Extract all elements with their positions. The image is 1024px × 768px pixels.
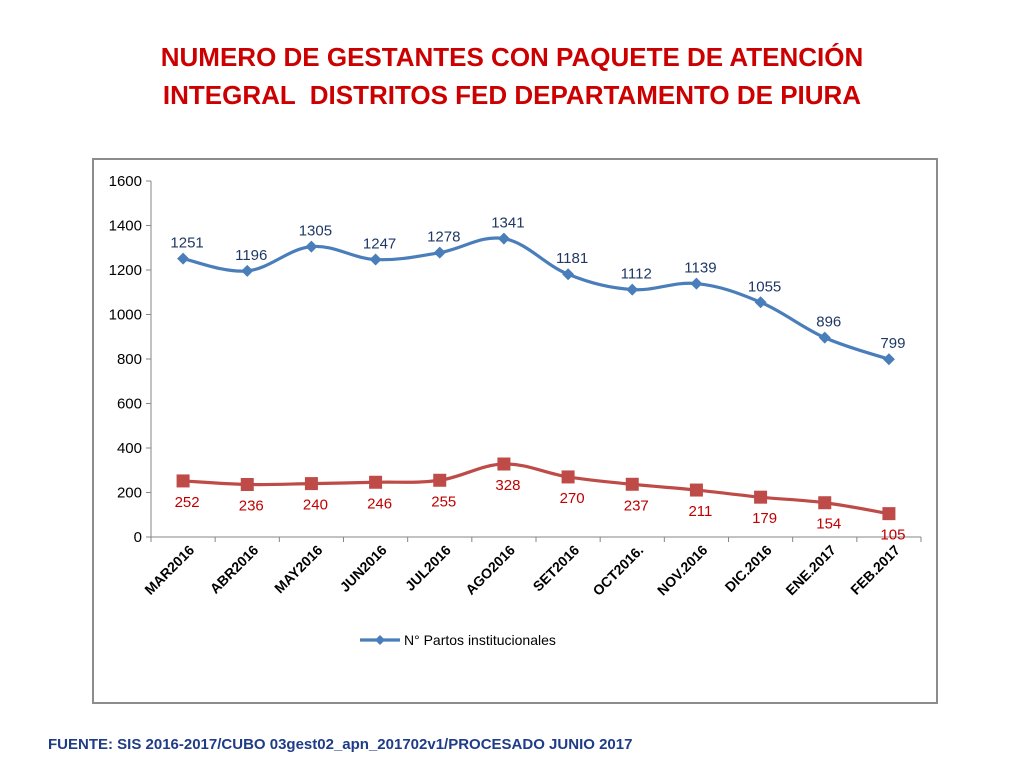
series-2-point <box>818 496 832 510</box>
y-tick-label: 800 <box>117 351 142 368</box>
series-1-line <box>182 236 890 361</box>
series-1-point <box>882 353 895 366</box>
series-1-data-label: 1247 <box>363 236 396 253</box>
x-tick-label: JUL2016 <box>402 542 454 594</box>
series-1-point <box>497 232 510 245</box>
series-2-data-label: 154 <box>816 516 841 533</box>
source-note: FUENTE: SIS 2016-2017/CUBO 03gest02_apn_… <box>48 736 633 753</box>
series-1-data-label: 1251 <box>170 235 203 252</box>
series-1-point <box>433 246 446 259</box>
legend-label: N° Partos institucionales <box>404 632 556 648</box>
series-2-data-label: 255 <box>431 493 456 510</box>
x-tick-label: OCT2016. <box>589 542 646 599</box>
page-title: NUMERO DE GESTANTES CON PAQUETE DE ATENC… <box>0 38 1024 114</box>
series-2-data-label: 270 <box>560 490 585 507</box>
series-2-point <box>240 477 254 491</box>
series-1-data-label: 1341 <box>491 215 524 232</box>
x-tick-label: DIC.2016 <box>722 542 775 595</box>
series-2-line <box>182 462 890 516</box>
series-1-point <box>626 283 639 296</box>
series-2-point <box>433 473 447 487</box>
series-1-data-label: 1181 <box>556 250 588 267</box>
series-1-point <box>690 277 703 290</box>
title-line-1: NUMERO DE GESTANTES CON PAQUETE DE ATENC… <box>160 42 864 72</box>
y-tick-label: 1000 <box>109 307 142 324</box>
series-1-data-label: 1139 <box>684 260 716 277</box>
series-2-point <box>369 475 383 489</box>
series-2-data-label: 246 <box>367 495 392 512</box>
series-1-point <box>305 240 318 253</box>
y-tick-label: 200 <box>117 485 142 502</box>
chart-frame <box>92 158 938 704</box>
series-2-data-label: 328 <box>495 477 520 494</box>
series-1-data-label: 1196 <box>235 247 267 264</box>
series-1-point <box>754 296 767 309</box>
y-tick-label: 1400 <box>109 218 142 235</box>
x-tick-label: AGO2016 <box>462 542 518 598</box>
series-1-point <box>818 331 831 344</box>
series-2-point <box>304 477 318 491</box>
series-2-data-label: 252 <box>175 494 200 511</box>
series-2-data-label: 240 <box>303 497 328 514</box>
series-2-point <box>625 477 639 491</box>
series-2-data-label: 236 <box>239 497 264 514</box>
series-2-point <box>176 474 190 488</box>
y-tick-label: 1600 <box>109 173 142 190</box>
y-tick-label: 1200 <box>109 262 142 279</box>
y-tick-label: 0 <box>134 529 142 546</box>
series-2-data-label: 237 <box>624 497 649 514</box>
x-tick-label: JUN2016 <box>337 542 390 595</box>
series-1-data-label: 896 <box>816 314 841 331</box>
series-1-data-label: 799 <box>880 335 905 352</box>
series-2-point <box>689 483 703 497</box>
series-1-data-label: 1278 <box>427 229 460 246</box>
series-1-data-label: 1055 <box>748 278 781 295</box>
series-1-point <box>562 268 575 281</box>
x-tick-label: NOV.2016 <box>654 542 711 599</box>
x-tick-label: ABR2016 <box>207 542 262 597</box>
y-tick-label: 400 <box>117 440 142 457</box>
series-1-point <box>369 253 382 266</box>
series-2-point <box>497 457 511 471</box>
x-tick-label: FEB.2017 <box>847 542 903 598</box>
series-1-data-label: 1305 <box>299 223 332 240</box>
y-tick-label: 600 <box>117 396 142 413</box>
legend-marker <box>375 635 385 645</box>
series-2-data-label: 105 <box>880 527 905 544</box>
series-2-point <box>882 507 896 521</box>
x-tick-label: MAY2016 <box>271 542 326 597</box>
title-line-2: INTEGRAL DISTRITOS FED DEPARTAMENTO DE P… <box>162 80 862 110</box>
series-2-point <box>754 490 768 504</box>
series-1-data-label: 1112 <box>621 266 652 283</box>
series-2-data-label: 211 <box>688 503 712 520</box>
series-2-data-label: 179 <box>752 510 777 527</box>
series-2-point <box>561 470 575 484</box>
x-tick-label: ENE.2017 <box>782 542 839 599</box>
x-tick-label: SET2016 <box>530 542 583 595</box>
series-1-point <box>177 252 190 265</box>
series-1-point <box>241 264 254 277</box>
x-tick-label: MAR2016 <box>141 542 197 598</box>
